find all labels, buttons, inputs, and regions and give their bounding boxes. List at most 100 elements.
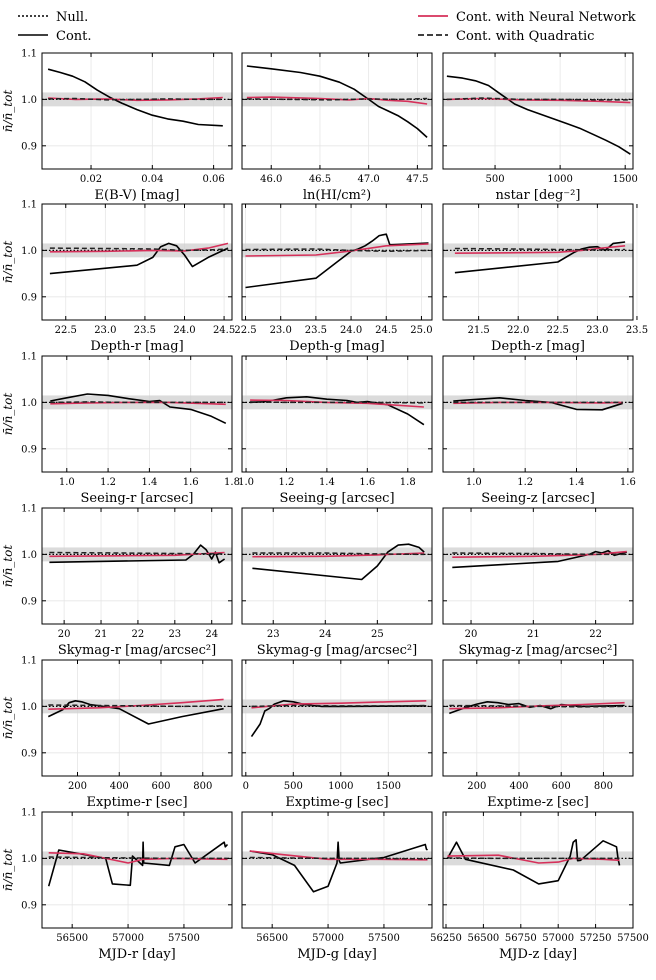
axes-frame bbox=[241, 659, 433, 777]
x-axis-label: Depth-r [mag] bbox=[90, 339, 183, 354]
y-axis-label: n̄/n̄_tot bbox=[1, 90, 15, 133]
x-tick-label: 1.0 bbox=[59, 477, 75, 488]
x-tick-label: 21 bbox=[527, 629, 540, 640]
x-tick-label: 20 bbox=[465, 629, 478, 640]
series-cont-line bbox=[249, 841, 429, 893]
y-tick-label: 0.9 bbox=[21, 900, 37, 911]
x-axis-label: Skymag-g [mag/arcsec²] bbox=[257, 643, 417, 658]
panel-18: 56250 56500 56750 57000 57250 57500 MJD-z [day… bbox=[430, 811, 649, 962]
x-tick-label: 0.04 bbox=[141, 174, 163, 185]
x-tick-label: 23.5 bbox=[626, 325, 648, 336]
series-nn-line bbox=[249, 850, 428, 861]
series-quad-line bbox=[49, 551, 225, 555]
y-tick-label: 0.9 bbox=[21, 444, 37, 455]
axes-frame bbox=[41, 811, 233, 929]
x-tick-label: 21 bbox=[95, 629, 108, 640]
x-tick-label: 600 bbox=[552, 781, 571, 792]
y-axis-label: n̄/n̄_tot bbox=[1, 697, 15, 740]
x-tick-label: 23.0 bbox=[94, 325, 116, 336]
series-nn-line bbox=[49, 242, 229, 253]
x-tick-label: 1500 bbox=[612, 174, 637, 185]
axes-frame bbox=[241, 203, 433, 321]
axes-frame bbox=[41, 659, 233, 777]
y-tick-label: 0.9 bbox=[21, 141, 37, 152]
series-quad-line bbox=[449, 704, 625, 708]
series-quad-line bbox=[250, 401, 424, 404]
x-tick-label: 0.02 bbox=[80, 174, 102, 185]
x-tick-label: 57000 bbox=[112, 933, 144, 944]
x-tick-label: 23.0 bbox=[586, 325, 608, 336]
x-tick-label: 500 bbox=[486, 174, 505, 185]
panel-5: 22.5 23.0 23.5 24.0 24.5 25.0 Depth-g [mag] bbox=[234, 203, 433, 354]
legend-cont-label: Cont. bbox=[56, 29, 92, 44]
y-tick-label: 0.9 bbox=[21, 596, 37, 607]
x-tick-label: 22 bbox=[589, 629, 602, 640]
panel-9: 1.0 1.2 1.4 1.6 Seeing-z [arcsec] bbox=[442, 355, 636, 506]
x-tick-label: 200 bbox=[467, 781, 486, 792]
series-quad-line bbox=[49, 247, 229, 252]
axes-frame bbox=[41, 355, 233, 473]
x-tick-label: 47.5 bbox=[406, 174, 428, 185]
series-cont-line bbox=[252, 543, 425, 581]
panel-13: 200 400 600 800 0.9 1.0 1.1 Exptime-r [sec] n̄/n… bbox=[1, 656, 233, 810]
axes-frame bbox=[41, 507, 233, 625]
series-quad-line bbox=[252, 552, 425, 556]
x-axis-label: Exptime-r [sec] bbox=[86, 795, 187, 810]
x-axis-label: Depth-z [mag] bbox=[491, 339, 585, 354]
legend-null-label: Null. bbox=[56, 10, 88, 25]
series-quad-line bbox=[251, 704, 427, 708]
x-tick-label: 23.5 bbox=[134, 325, 156, 336]
y-tick-label: 1.0 bbox=[21, 550, 37, 561]
x-tick-label: 800 bbox=[594, 781, 613, 792]
y-tick-label: 1.1 bbox=[21, 808, 37, 819]
x-tick-label: 21.5 bbox=[467, 325, 489, 336]
series-nn-line bbox=[49, 551, 225, 558]
series-nn-line bbox=[48, 96, 223, 102]
legend-nn-label: Cont. with Neural Network bbox=[456, 10, 636, 25]
x-tick-label: 600 bbox=[151, 781, 170, 792]
panel-16: 56500 57000 57500 0.9 1.0 1.1 MJD-r [day] n̄/n̄… bbox=[1, 808, 233, 962]
axes-frame bbox=[241, 52, 433, 170]
panel-4: 22.5 23.0 23.5 24.0 24.5 0.9 1.0 1.1 Depth-r [ma… bbox=[1, 200, 235, 355]
x-axis-label: nstar [deg⁻²] bbox=[496, 188, 581, 203]
panel-7: 1.0 1.2 1.4 1.6 1.8 0.9 1.0 1.1 Seeing-r [arcsec… bbox=[1, 352, 240, 507]
series-nn-line bbox=[446, 97, 631, 104]
x-tick-label: 22.5 bbox=[547, 325, 569, 336]
x-tick-label: 22.5 bbox=[234, 325, 256, 336]
series-cont-line bbox=[446, 838, 621, 885]
y-tick-label: 1.0 bbox=[21, 398, 37, 409]
x-axis-label: Exptime-g [sec] bbox=[285, 795, 388, 810]
x-tick-label: 56750 bbox=[505, 933, 537, 944]
x-axis-label: ln(HI/cm²) bbox=[303, 188, 371, 203]
series-quad-line bbox=[48, 97, 223, 101]
x-tick-label: 500 bbox=[284, 781, 303, 792]
series-cont-line bbox=[47, 841, 229, 887]
panel-11: 23 24 25 Skymag-g [mag/arcsec²] bbox=[241, 507, 433, 658]
x-tick-label: 1.4 bbox=[141, 477, 157, 488]
series-nn-line bbox=[452, 550, 627, 558]
y-tick-label: 1.1 bbox=[21, 656, 37, 667]
x-tick-label: 1.4 bbox=[319, 477, 335, 488]
y-axis-label: n̄/n̄_tot bbox=[1, 393, 15, 436]
axes-frame bbox=[442, 203, 634, 321]
axes-frame bbox=[241, 507, 433, 625]
x-axis-label: MJD-g [day] bbox=[297, 947, 377, 962]
x-axis-label: Seeing-z [arcsec] bbox=[481, 491, 595, 506]
series-cont-line bbox=[50, 393, 227, 425]
series-cont-line bbox=[47, 699, 224, 725]
x-tick-label: 57000 bbox=[312, 933, 344, 944]
x-tick-label: 23.0 bbox=[270, 325, 292, 336]
series-cont-line bbox=[49, 544, 226, 564]
x-tick-label: 57000 bbox=[542, 933, 574, 944]
panel-12: 20 21 22 Skymag-z [mag/arcsec²] bbox=[442, 507, 634, 658]
x-tick-label: 24 bbox=[319, 629, 332, 640]
x-tick-label: 200 bbox=[68, 781, 87, 792]
panel-1: 0.02 0.04 0.06 0.9 1.0 1.1 E(B-V) [mag] n̄/n̄_t… bbox=[1, 49, 233, 203]
x-tick-label: 1.0 bbox=[466, 477, 482, 488]
x-tick-label: 24.0 bbox=[173, 325, 195, 336]
panel-14: 0 500 1000 1500 Exptime-g [sec] bbox=[241, 659, 433, 810]
series-quad-line bbox=[48, 704, 224, 708]
x-tick-label: 1000 bbox=[328, 781, 353, 792]
x-tick-label: 1.2 bbox=[100, 477, 116, 488]
